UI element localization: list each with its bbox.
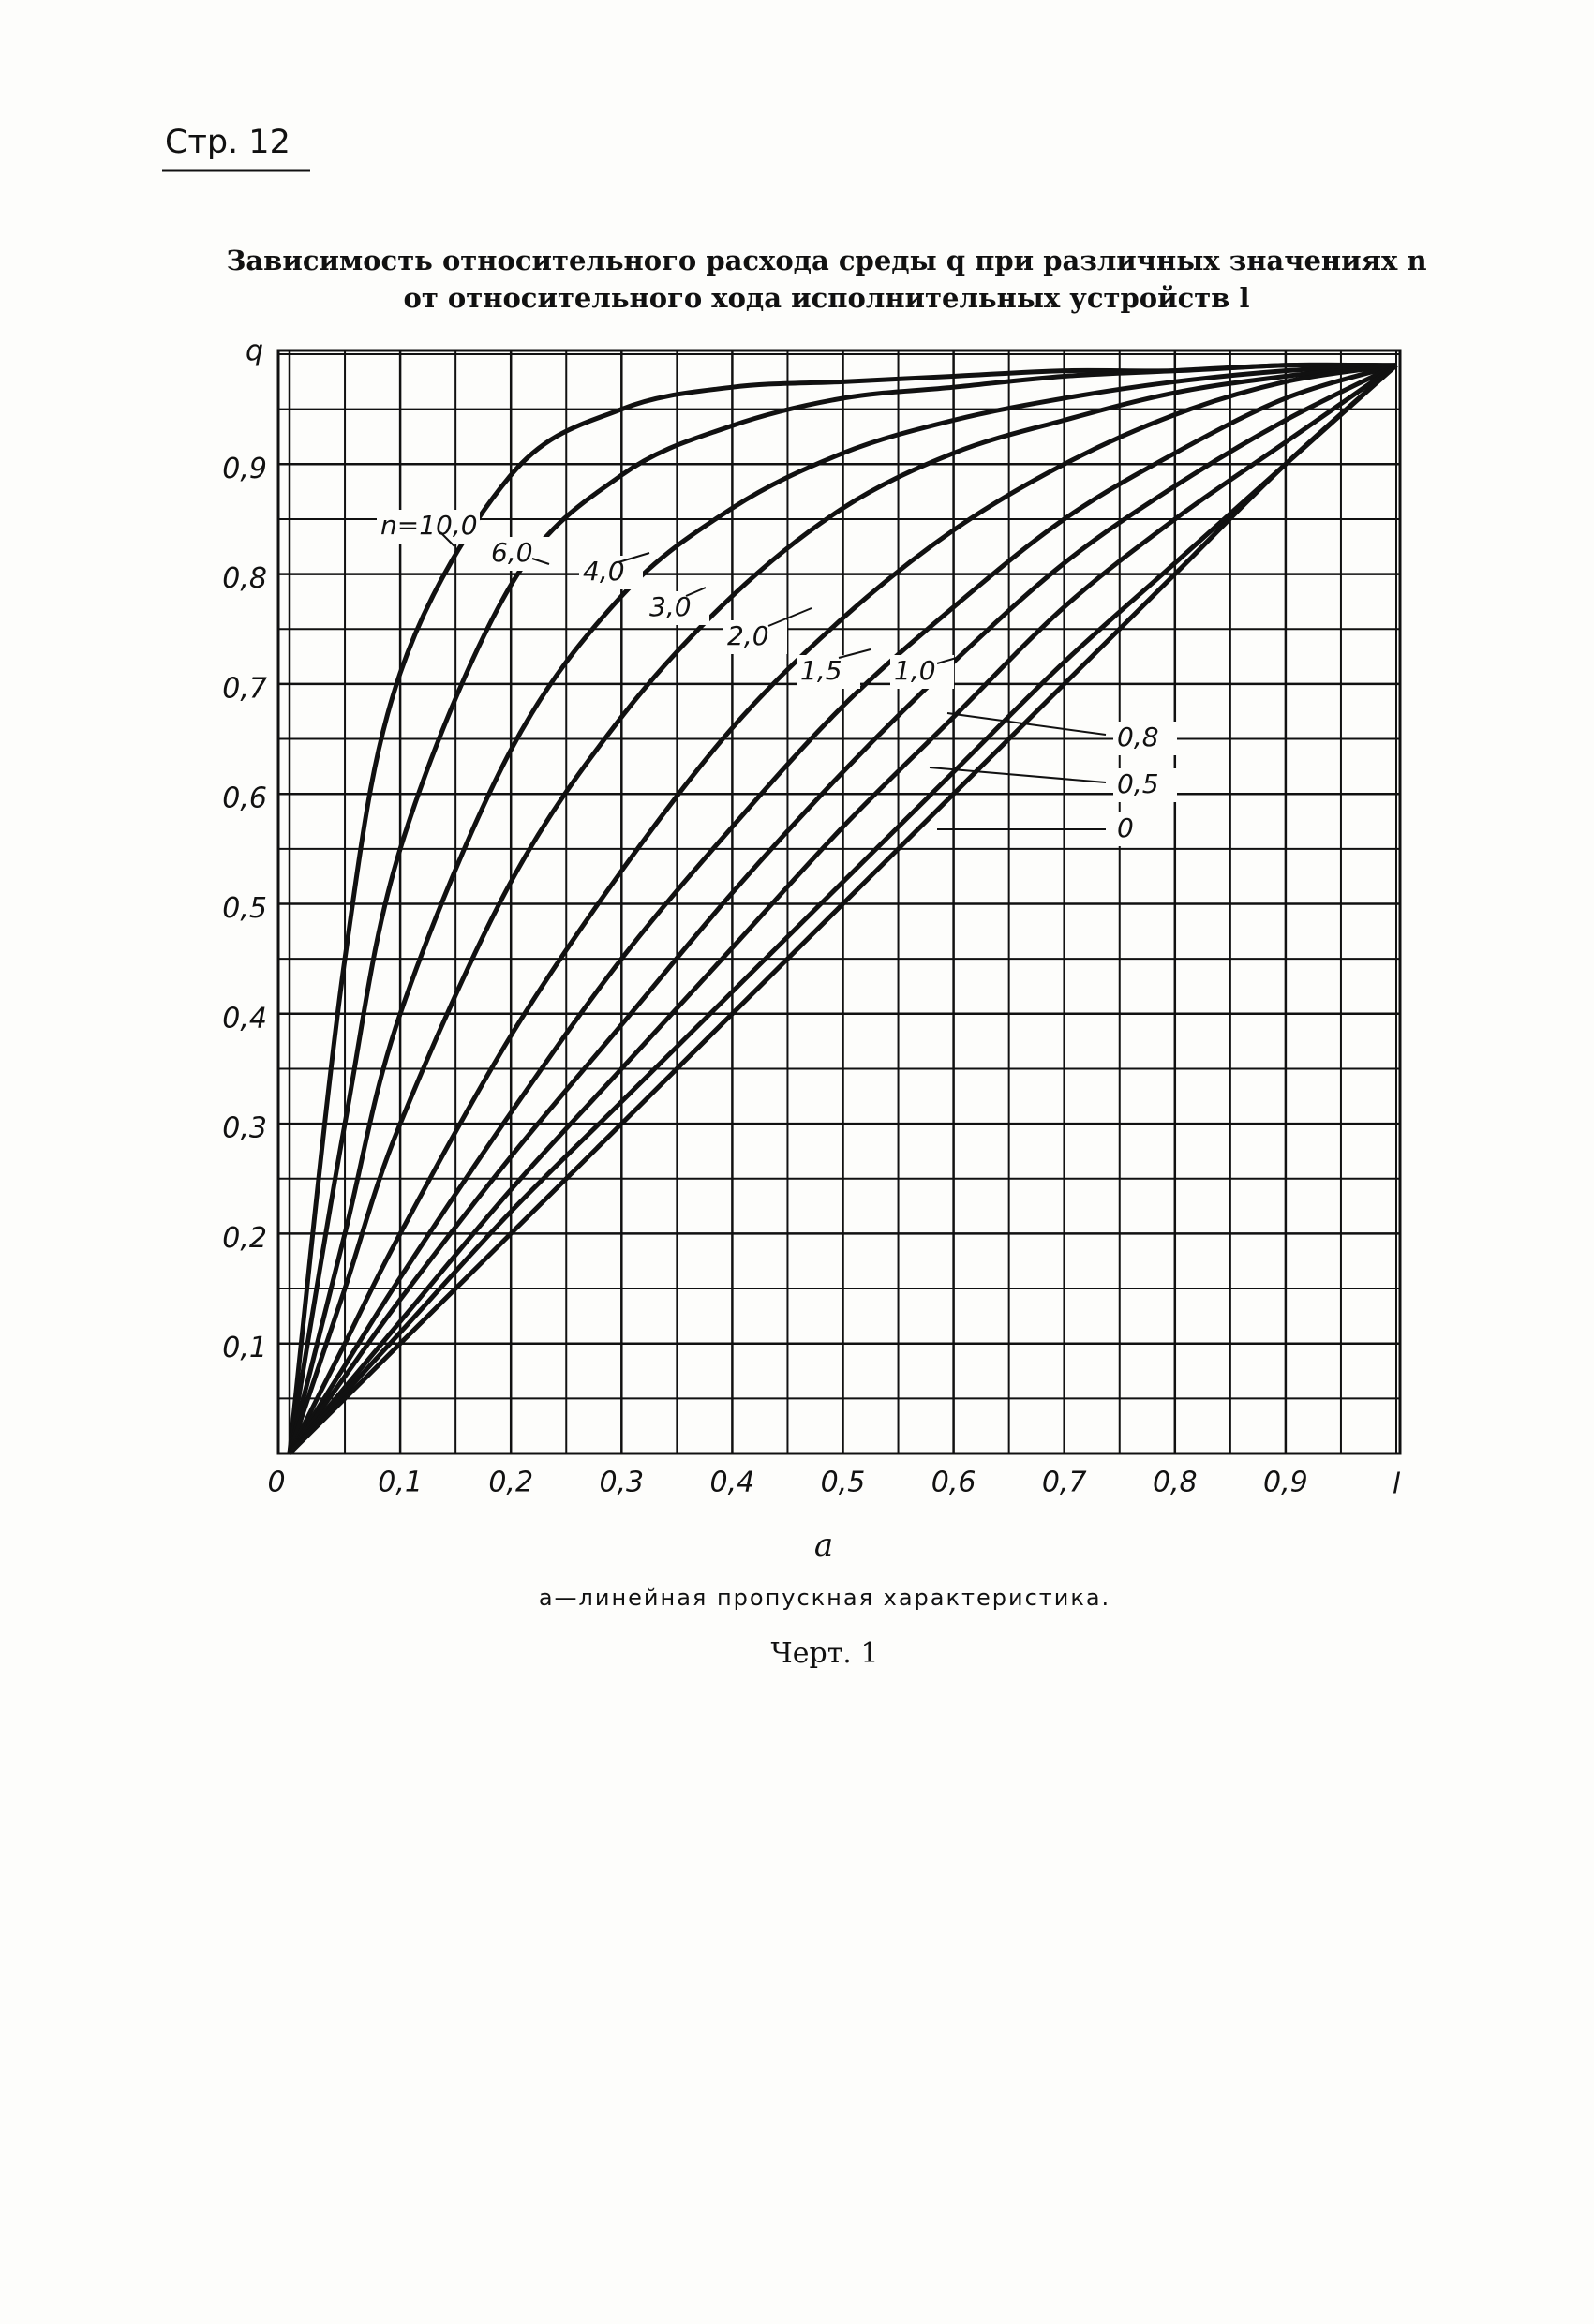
y-tick-label: 0,3	[222, 1112, 267, 1145]
x-tick-label: 0,8	[1153, 1467, 1198, 1499]
plot-frame	[276, 349, 1402, 1455]
curve	[287, 363, 1398, 1455]
figure-label: a	[814, 1527, 833, 1564]
leader-line	[946, 712, 1107, 736]
x-tick-label: 0,5	[821, 1467, 866, 1499]
curve-label: 0,5	[1117, 768, 1159, 799]
curve	[287, 363, 1397, 1454]
x-tick-label: 0,3	[599, 1467, 644, 1499]
curve-label: 0,8	[1117, 722, 1159, 752]
curve	[287, 362, 1397, 1454]
label-bg	[797, 655, 860, 689]
curve-label: 2,0	[727, 620, 769, 651]
leader-line	[929, 767, 1107, 783]
x-tick-label: 0,2	[488, 1467, 533, 1499]
x-tick-label: 0,1	[378, 1467, 423, 1499]
label-bg	[579, 556, 643, 589]
curve-label: 3,0	[649, 591, 692, 622]
label-bg	[723, 620, 787, 654]
label-bg	[1113, 768, 1177, 802]
curve-label: 1,0	[894, 655, 936, 686]
curve-label: 4,0	[583, 556, 625, 587]
y-tick-label: 0,5	[222, 892, 267, 925]
label-bg	[646, 591, 709, 625]
curve-label: 1,5	[800, 655, 842, 686]
y-tick-label: 0,4	[222, 1002, 267, 1035]
leader-line	[685, 587, 707, 597]
y-tick-label: 0,6	[222, 782, 267, 815]
curve	[287, 363, 1397, 1455]
chart-title: Зависимость относительного расхода среды…	[226, 245, 1426, 276]
curve	[288, 363, 1398, 1455]
leader-line	[936, 656, 961, 664]
y-tick-label: 0,2	[222, 1222, 267, 1255]
x-tick-label: 0,6	[931, 1467, 976, 1499]
curve	[287, 363, 1397, 1454]
curve-label: 6,0	[491, 537, 533, 568]
x-tick-label: 0,4	[710, 1467, 755, 1499]
label-bg	[1113, 722, 1177, 755]
label-bg	[487, 537, 551, 571]
label-bg	[890, 655, 954, 689]
leader-line	[439, 531, 455, 547]
caption: а—линейная пропускная характеристика.	[539, 1585, 1110, 1611]
y-tick-label: 0,8	[222, 562, 267, 595]
y-axis-label: q	[246, 335, 263, 368]
curve	[288, 363, 1398, 1455]
label-bg	[377, 510, 480, 544]
y-tick-label: 0,7	[222, 672, 267, 705]
y-tick-label: 0,9	[222, 453, 267, 485]
curve	[288, 363, 1398, 1455]
leader-line	[618, 552, 650, 563]
chart-subtitle: от относительного хода исполнительных ус…	[404, 282, 1250, 314]
curve-label: n=10,0	[380, 510, 478, 541]
x-axis-label: l	[1393, 1468, 1401, 1501]
y-tick-label: 0,1	[222, 1332, 267, 1364]
curve-label: 0	[1117, 812, 1134, 843]
leader-line	[838, 648, 871, 659]
page-header: Стр. 12	[165, 124, 290, 161]
label-bg	[1113, 812, 1151, 846]
figure-number: Черт. 1	[771, 1637, 879, 1670]
leader-line	[531, 558, 550, 565]
x-tick-label: 0	[267, 1467, 285, 1499]
curve	[287, 363, 1397, 1455]
x-tick-label: 0,7	[1042, 1467, 1087, 1499]
x-tick-label: 0,9	[1263, 1467, 1308, 1499]
leader-line	[767, 607, 812, 627]
